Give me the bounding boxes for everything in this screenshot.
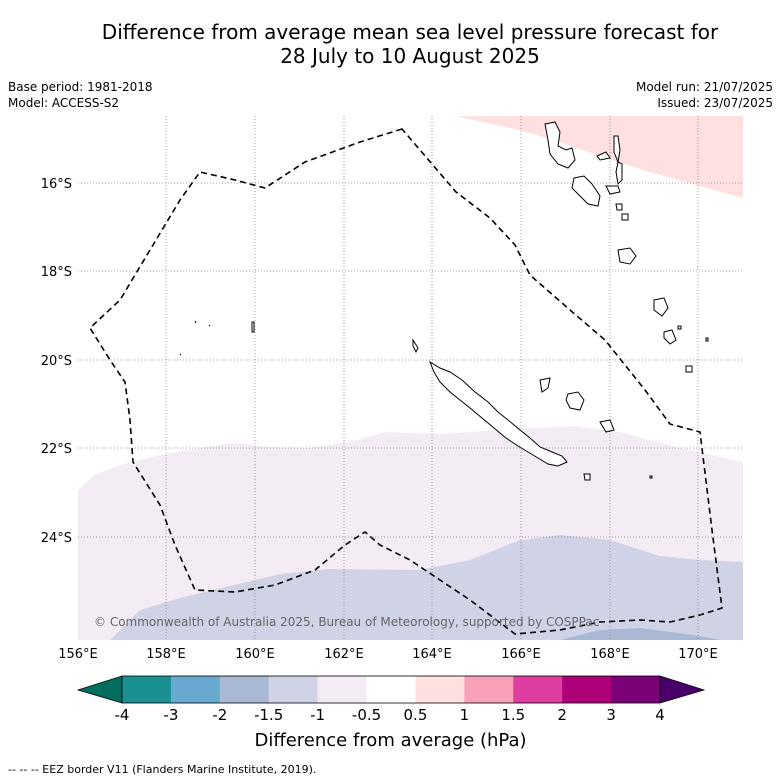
eez-legend-footer: -- -- -- EEZ border V11 (Flanders Marine… <box>8 763 317 776</box>
map-area <box>78 116 743 640</box>
colorbar-high-extend <box>659 675 706 704</box>
lat-tick-label: 20°S <box>41 354 72 369</box>
colorbar-segment <box>268 676 319 703</box>
lon-tick-label: 164°E <box>412 647 452 662</box>
colorbar-segment <box>513 676 563 703</box>
isle-of-pines <box>583 473 591 481</box>
copyright-text: © Commonwealth of Australia 2025, Bureau… <box>94 615 599 629</box>
colorbar-label: -1 <box>310 706 325 724</box>
lat-tick-label: 16°S <box>41 177 72 192</box>
title-line-2: 28 July to 10 August 2025 <box>280 44 540 68</box>
aniwa-island <box>677 325 682 330</box>
latitude-labels: 16°S 18°S 20°S 22°S 24°S <box>41 177 72 546</box>
lon-tick-label: 168°E <box>590 647 630 662</box>
colorbar-low-extend <box>76 675 123 704</box>
aneityum-island <box>685 365 693 373</box>
colorbar-label: 1.5 <box>501 706 525 724</box>
gridlines <box>78 116 743 640</box>
metadata-left: Base period: 1981-2018 Model: ACCESS-S2 <box>8 79 153 111</box>
lat-tick-label: 22°S <box>41 442 72 457</box>
small-reef-3 <box>179 353 182 356</box>
colorbar-segment <box>562 676 612 703</box>
colorbar-segment <box>317 676 368 703</box>
colorbar-label: 4 <box>655 706 665 724</box>
negative-anomaly-region-dark <box>560 628 720 640</box>
colorbar: -4 -3 -2 -1.5 -1 -0.5 0.5 1 1.5 2 3 4 <box>76 675 706 724</box>
model-name: Model: ACCESS-S2 <box>8 96 120 110</box>
maewo-island <box>613 135 621 164</box>
ouvea-island <box>539 377 551 393</box>
colorbar-frame <box>121 675 661 704</box>
eez-border <box>88 128 723 635</box>
colorbar-segment <box>415 676 465 703</box>
efate-island <box>617 247 637 265</box>
epi-island <box>615 203 623 211</box>
lon-tick-label: 158°E <box>146 647 186 662</box>
malakula-island <box>571 175 601 207</box>
ambrym-island <box>605 185 621 195</box>
colorbar-label: 1 <box>460 706 470 724</box>
title-line-1: Difference from average mean sea level p… <box>101 20 719 44</box>
colorbar-label: -1.5 <box>254 706 283 724</box>
new-caledonia-island <box>428 360 568 467</box>
colorbar-labels: -4 -3 -2 -1.5 -1 -0.5 0.5 1 1.5 2 3 4 <box>115 706 665 724</box>
colorbar-label: 2 <box>557 706 567 724</box>
colorbar-label: -2 <box>212 706 227 724</box>
small-reef-2 <box>208 324 211 327</box>
lon-tick-label: 170°E <box>678 647 718 662</box>
colorbar-title: Difference from average (hPa) <box>254 730 527 751</box>
colorbar-label: -0.5 <box>352 706 381 724</box>
small-island <box>649 475 653 479</box>
issued-date: Issued: 23/07/2025 <box>657 96 773 110</box>
colorbar-segment <box>366 676 416 703</box>
positive-anomaly-region <box>456 116 743 198</box>
chart-title: Difference from average mean sea level p… <box>0 20 781 68</box>
colorbar-label: 3 <box>606 706 616 724</box>
colorbar-segment <box>170 676 221 703</box>
colorbar-segment <box>464 676 514 703</box>
colorbar-segment <box>611 676 661 703</box>
ambae-island <box>596 151 611 161</box>
lifou-island <box>565 391 585 411</box>
metadata-right: Model run: 21/07/2025 Issued: 23/07/2025 <box>636 79 773 111</box>
longitude-labels: 156°E 158°E 160°E 162°E 164°E 166°E 168°… <box>58 647 718 662</box>
colorbar-label: -4 <box>115 706 130 724</box>
pentecost-island <box>615 161 623 186</box>
lon-tick-label: 156°E <box>58 647 98 662</box>
lon-tick-label: 162°E <box>324 647 364 662</box>
chesterfield-reef <box>251 321 255 333</box>
base-period: Base period: 1981-2018 <box>8 80 153 94</box>
espiritu-santo-island <box>544 121 576 169</box>
futuna-island <box>705 337 709 342</box>
belep-islands <box>412 338 419 354</box>
mare-island <box>599 419 615 433</box>
lon-tick-label: 160°E <box>235 647 275 662</box>
colorbar-segment <box>122 676 172 703</box>
negative-anomaly-region-mid <box>110 535 743 640</box>
colorbar-label: -3 <box>163 706 178 724</box>
lon-tick-label: 166°E <box>501 647 541 662</box>
shepherd-islands <box>621 213 629 221</box>
model-run: Model run: 21/07/2025 <box>635 80 773 94</box>
lat-tick-label: 18°S <box>41 265 72 280</box>
colorbar-segments <box>122 676 661 703</box>
erromango-island <box>653 297 669 317</box>
colorbar-label: 0.5 <box>404 706 428 724</box>
colorbar-segment <box>219 676 270 703</box>
tanna-island <box>663 329 677 345</box>
lat-tick-label: 24°S <box>41 531 72 546</box>
small-reef-1 <box>194 320 197 324</box>
